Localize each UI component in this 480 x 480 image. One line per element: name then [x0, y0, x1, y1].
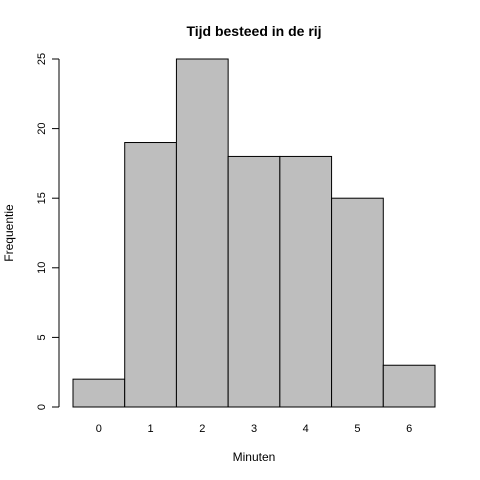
y-tick-label-10: 10	[36, 262, 48, 274]
y-tick-label-5: 5	[36, 334, 48, 340]
y-tick-label-15: 15	[36, 192, 48, 204]
y-axis-label: Frequentie	[2, 204, 16, 262]
bar-2	[175, 58, 229, 408]
bar-5	[331, 197, 384, 408]
x-tick-label-3: 3	[251, 423, 257, 435]
y-tick-label-20: 20	[36, 122, 48, 134]
x-tick-label-1: 1	[148, 423, 154, 435]
x-tick-label-2: 2	[199, 423, 205, 435]
x-tick-label-0: 0	[96, 423, 102, 435]
x-tick-label-4: 4	[303, 423, 309, 435]
y-tick-label-25: 25	[36, 53, 48, 65]
chart-title: Tijd besteed in de rij	[186, 23, 321, 39]
x-ticks-group: 0 1 2 3 4 5 6	[96, 423, 412, 435]
bar-1	[124, 142, 177, 408]
bars-group	[72, 58, 436, 408]
y-tick-label-0: 0	[36, 404, 48, 410]
x-axis-label: Minuten	[233, 450, 276, 464]
bar-3	[227, 155, 281, 408]
x-tick-label-6: 6	[406, 423, 412, 435]
bar-4	[279, 155, 333, 408]
bar-6	[382, 364, 436, 408]
y-ticks-group: 0 5 10 15 20 25	[36, 53, 59, 410]
bar-0	[72, 378, 126, 408]
x-tick-label-5: 5	[354, 423, 360, 435]
